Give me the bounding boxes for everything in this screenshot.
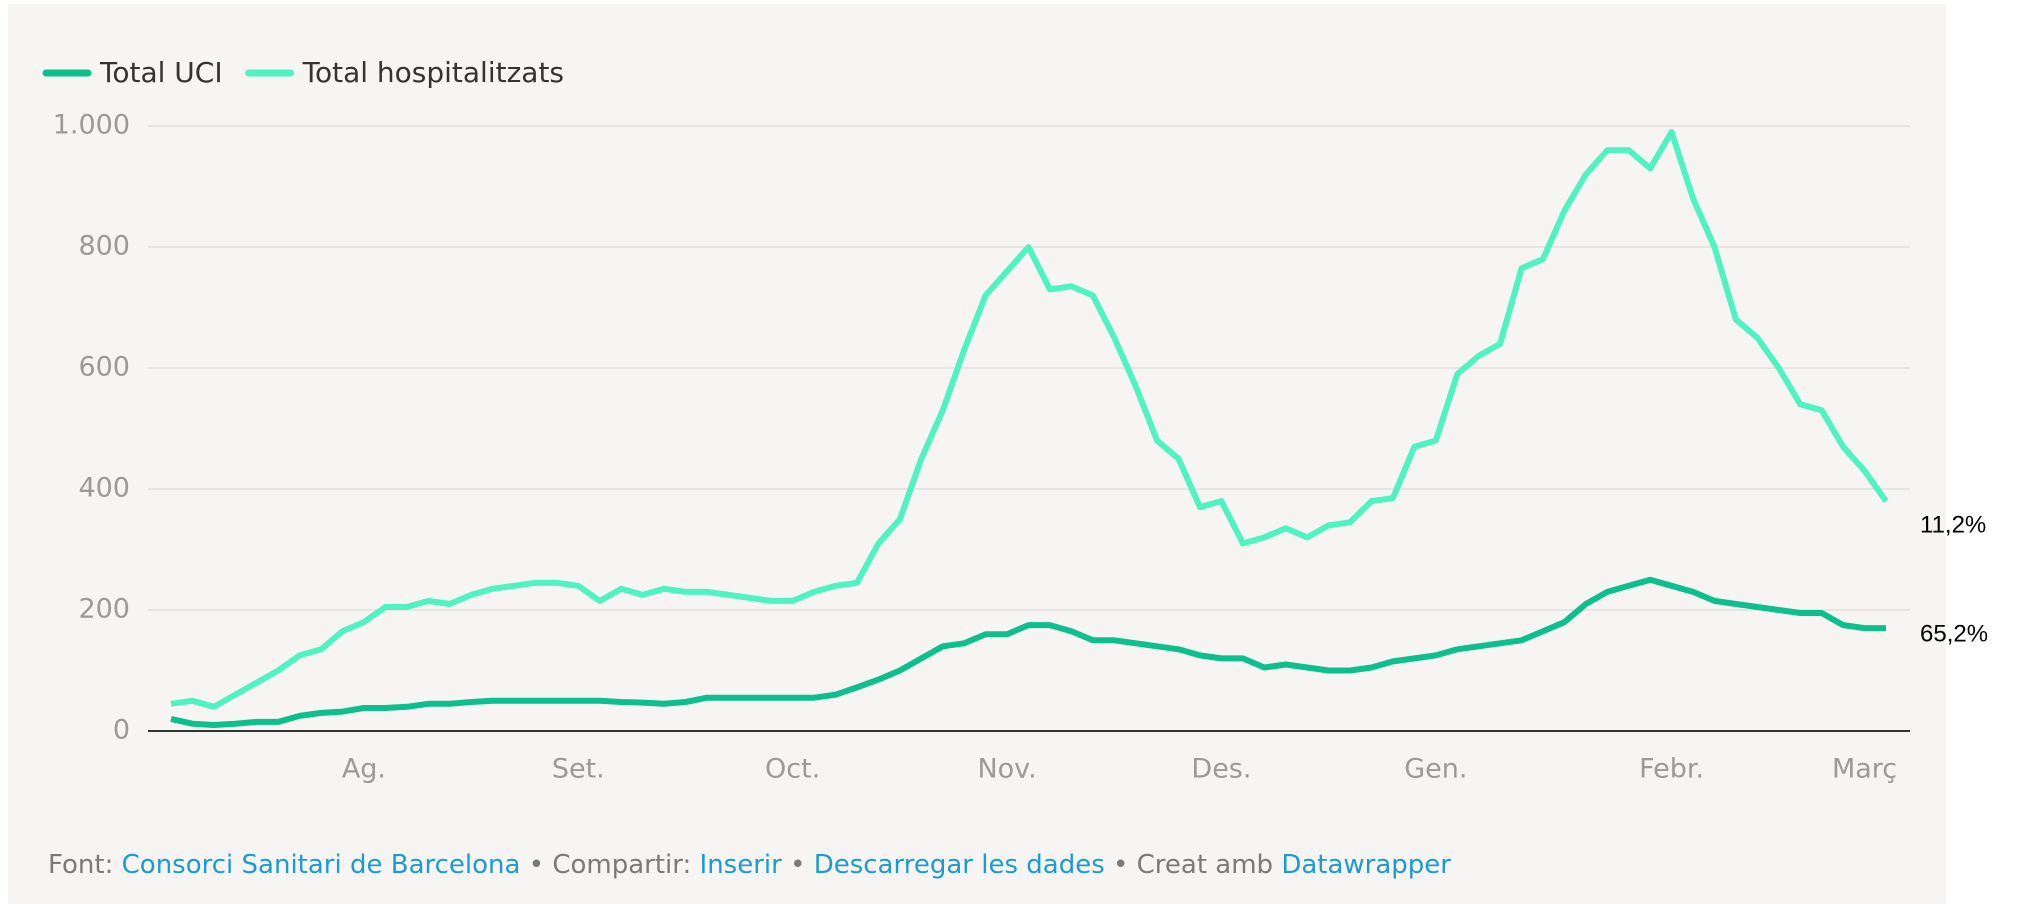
footer-link[interactable]: Descarregar les dades [813,850,1105,880]
y-tick-label: 800 [78,231,130,262]
y-tick-label: 1.000 [53,110,130,141]
x-tick-label: Gen. [1404,754,1467,785]
footer-link[interactable]: Datawrapper [1281,850,1451,880]
card [8,4,1946,904]
annotation: 11,2% [1920,511,1986,538]
footer-text: • Creat amb [1113,850,1274,880]
legend-label: Total UCI [99,56,223,89]
x-tick-label: Febr. [1639,754,1704,785]
footer-link[interactable]: Inserir [699,850,782,880]
footer-text: Font: [48,850,114,880]
x-tick-label: Nov. [977,754,1036,785]
legend-label: Total hospitalitzats [302,56,564,89]
y-tick-label: 400 [78,473,130,504]
footer-text: • [790,850,806,880]
footer-text: • Compartir: [528,850,692,880]
footer: Font: Consorci Sanitari de Barcelona • C… [48,850,1451,880]
annotation: 65,2% [1920,620,1988,647]
x-tick-label: Oct. [765,754,820,785]
y-tick-label: 0 [113,715,130,746]
x-tick-label: Des. [1191,754,1251,785]
x-tick-label: Set. [552,754,605,785]
x-tick-label: Març [1832,754,1897,785]
y-tick-label: 200 [78,594,130,625]
series-line [170,129,1889,710]
footer-link[interactable]: Consorci Sanitari de Barcelona [121,850,521,880]
y-tick-label: 600 [78,352,130,383]
x-tick-label: Ag. [342,754,386,785]
series-line [170,576,1886,728]
